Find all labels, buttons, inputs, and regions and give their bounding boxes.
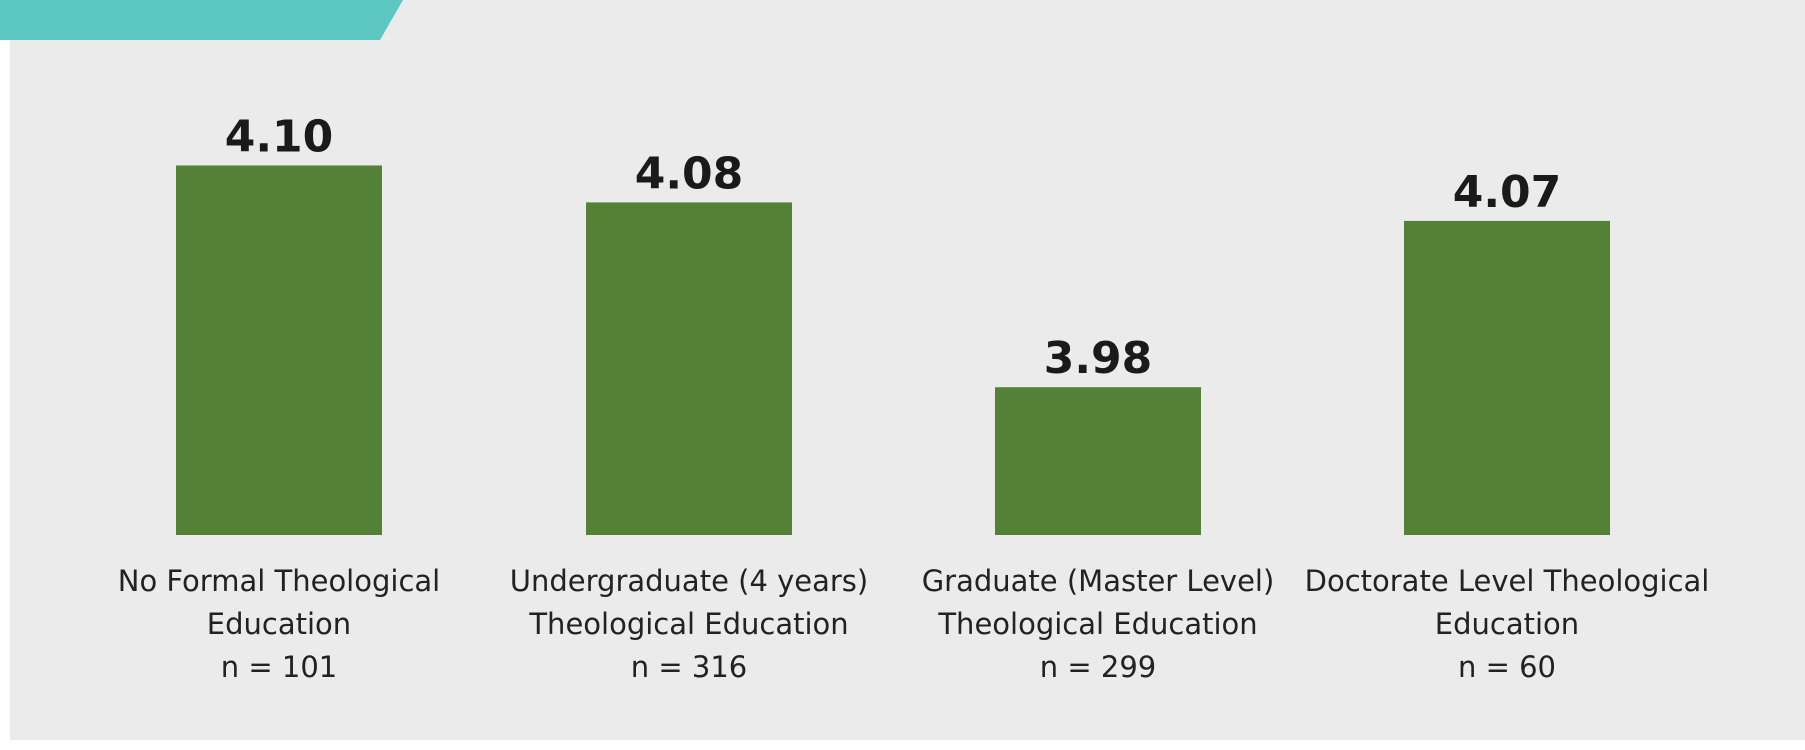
category-label-line: Education <box>207 607 351 641</box>
category-label-line: Education <box>1435 607 1579 641</box>
data-label: 3.98 <box>1044 333 1153 384</box>
category-label-line: Graduate (Master Level) <box>922 564 1275 598</box>
category-label-line: No Formal Theological <box>118 564 440 598</box>
category-label-line: n = 60 <box>1458 650 1556 684</box>
bar <box>586 202 792 535</box>
data-label: 4.08 <box>635 148 744 199</box>
data-label: 4.10 <box>225 111 334 162</box>
category-labels-group: No Formal Theological Education n = 101 Und… <box>118 564 1710 684</box>
category-label-line: Theological Education <box>937 607 1257 641</box>
category-label-line: n = 299 <box>1040 650 1156 684</box>
data-label: 4.07 <box>1453 167 1562 218</box>
category-tick-label: Undergraduate (4 years) Theological Educa… <box>510 564 868 684</box>
category-tick-label: Graduate (Master Level) Theological Educa… <box>922 564 1275 684</box>
value-labels-group: 4.10 4.08 3.98 4.07 <box>225 111 1562 384</box>
category-label-line: n = 101 <box>221 650 337 684</box>
category-label-line: n = 316 <box>631 650 747 684</box>
bars-group <box>176 165 1610 535</box>
bar <box>176 165 382 535</box>
bar <box>1404 220 1610 535</box>
bar <box>995 387 1201 535</box>
category-label-line: Doctorate Level Theological <box>1305 564 1710 598</box>
category-tick-label: Doctorate Level Theological Education n = … <box>1305 564 1710 684</box>
category-label-line: Undergraduate (4 years) <box>510 564 868 598</box>
accent-tab <box>0 0 403 40</box>
category-label-line: Theological Education <box>528 607 848 641</box>
category-tick-label: No Formal Theological Education n = 101 <box>118 564 440 684</box>
